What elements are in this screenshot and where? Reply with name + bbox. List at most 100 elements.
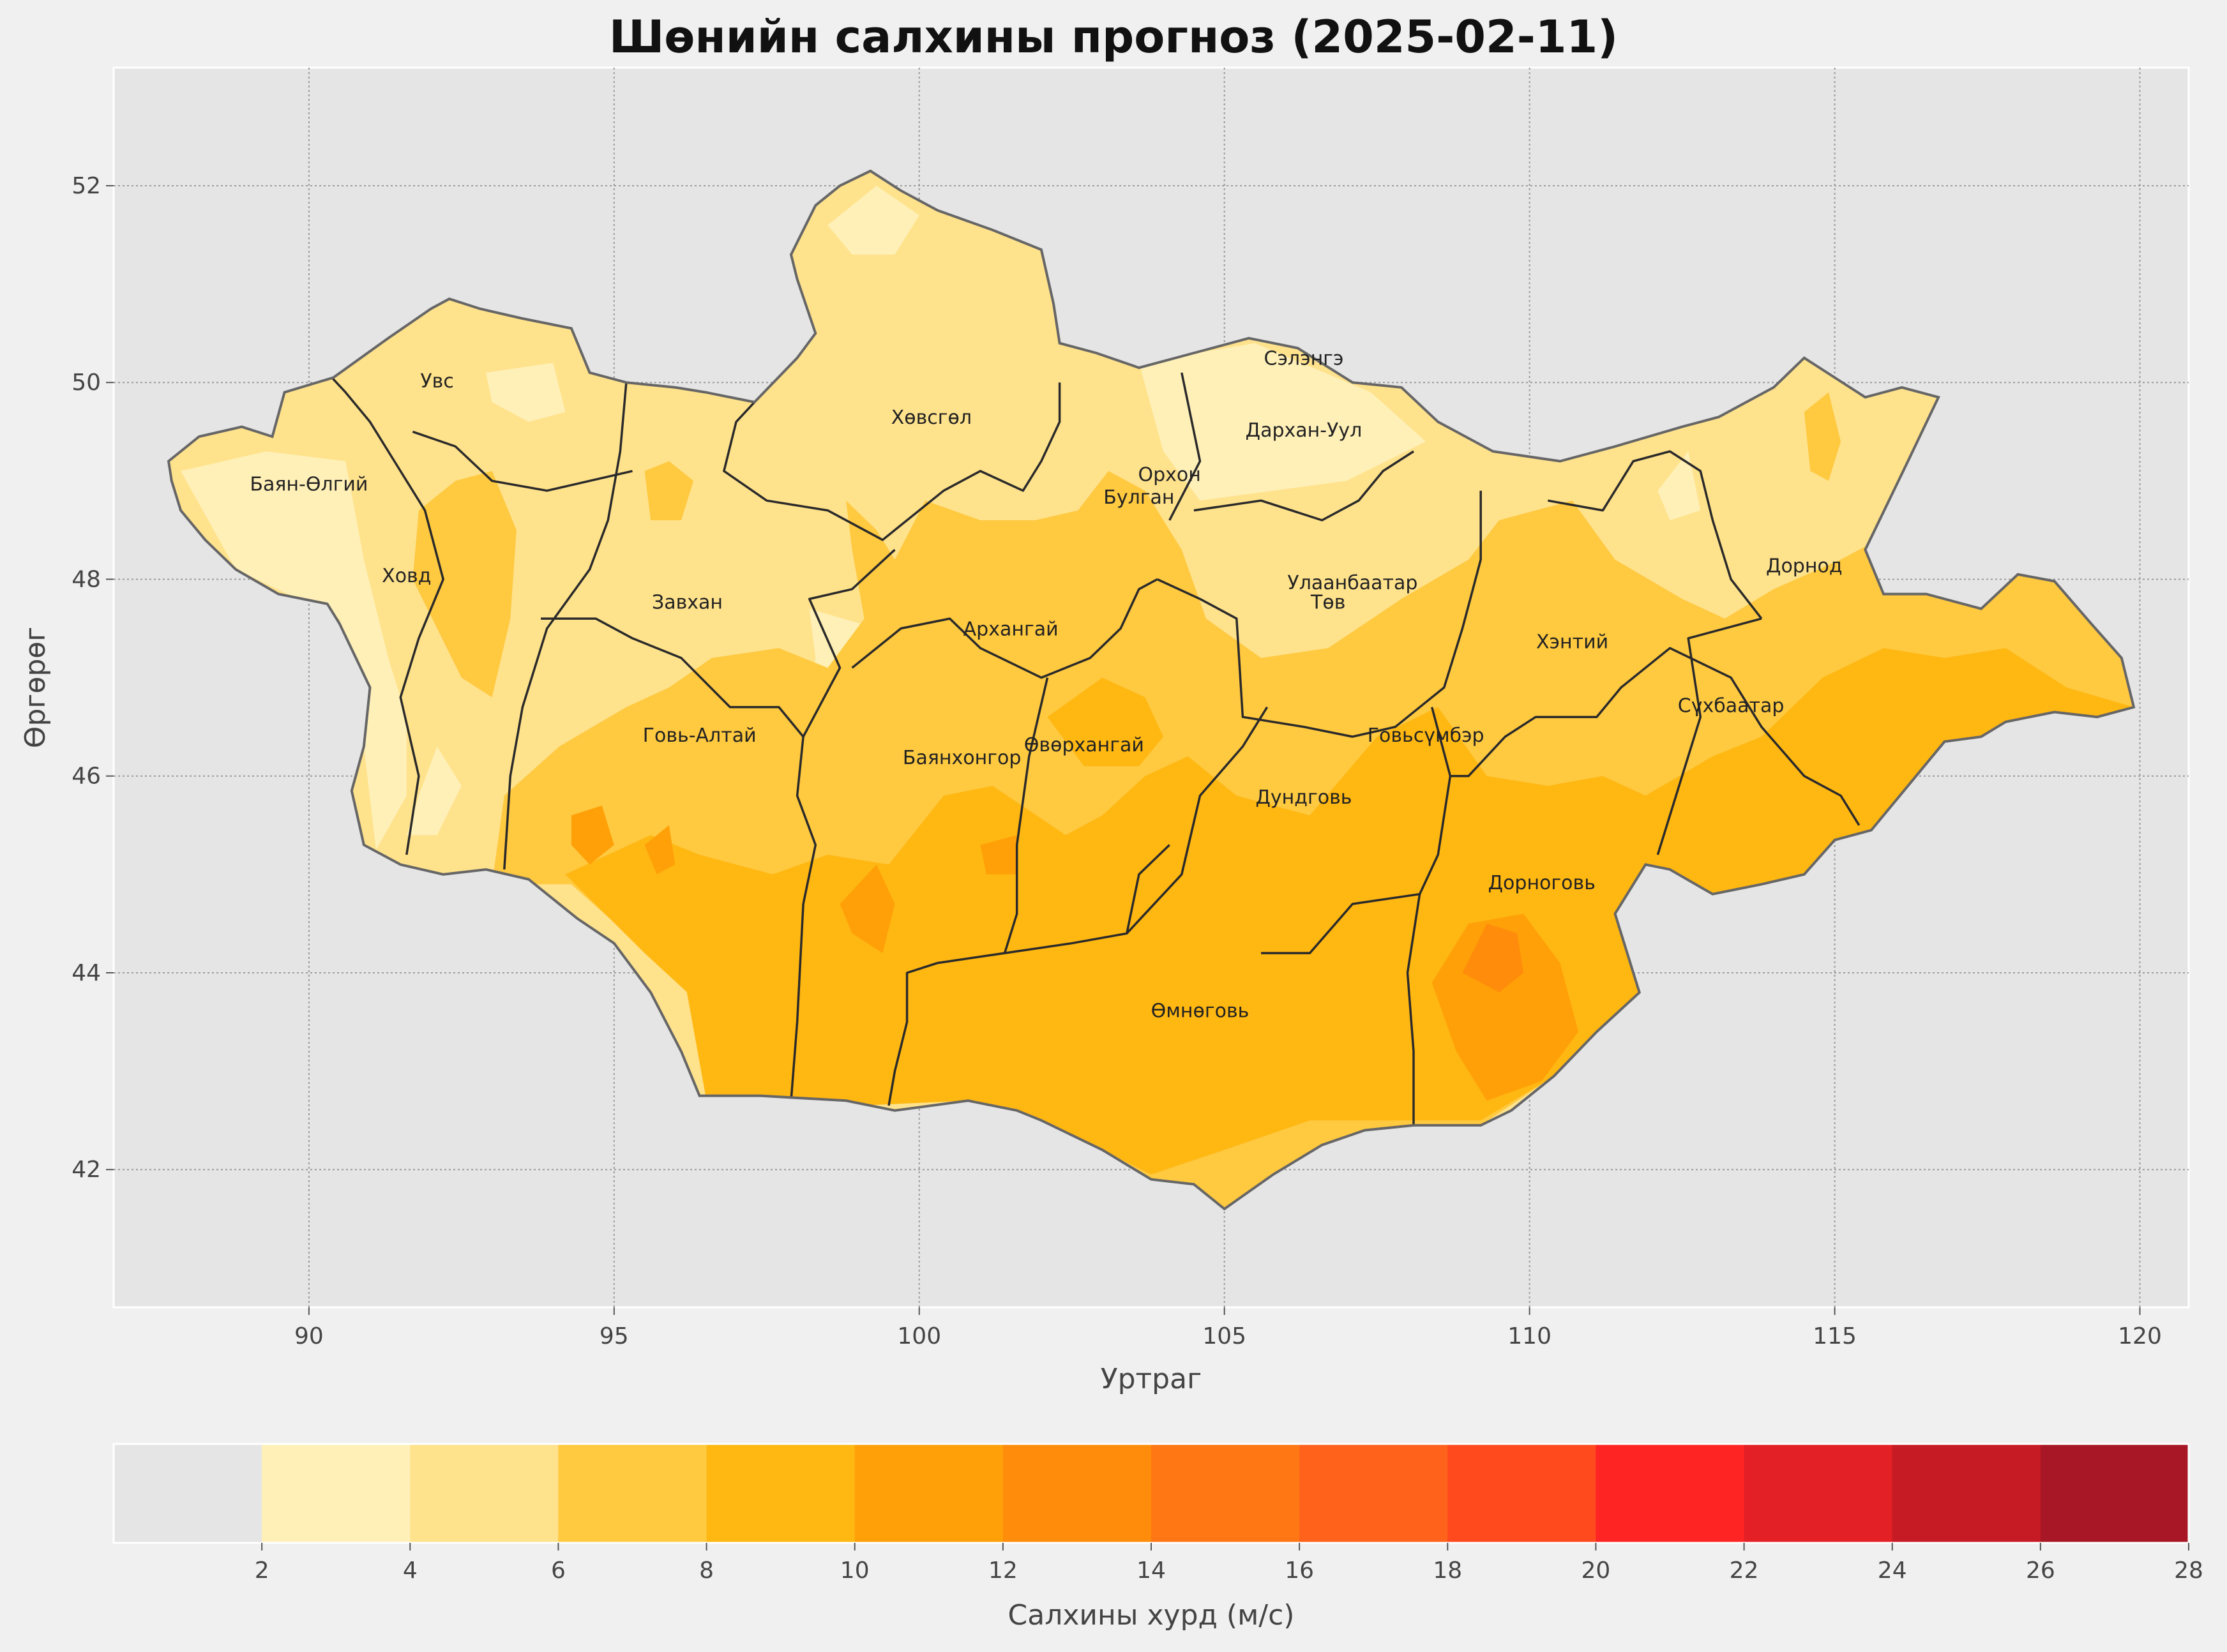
colorbar-tick-label: 24	[1878, 1558, 1907, 1584]
wind-speed-zone	[486, 363, 566, 422]
wind-speed-zone	[1047, 677, 1164, 767]
mongolia-outline	[167, 169, 2136, 1211]
colorbar-segment	[854, 1444, 1004, 1543]
colorbar-tick-label: 18	[1433, 1558, 1462, 1584]
wind-speed-zone	[181, 451, 407, 850]
colorbar-tick-label: 6	[551, 1558, 566, 1584]
colorbar-segment	[410, 1444, 559, 1543]
colorbar-tick-label: 16	[1285, 1558, 1314, 1584]
colorbar-segment	[1447, 1444, 1597, 1543]
province-border	[326, 372, 444, 855]
colorbar-tick-label: 22	[1730, 1558, 1759, 1584]
x-axis-label: Уртраг	[1101, 1363, 1202, 1395]
province-label: Дундговь	[1255, 786, 1352, 809]
province-borders	[326, 372, 1861, 1125]
wind-speed-zone	[980, 835, 1017, 875]
colorbar: 2 4 6 8 10 12 14 16 18 20 22 24 26 28	[112, 1443, 2203, 1584]
x-tick-label: 105	[1202, 1323, 1246, 1349]
province-border	[1156, 490, 1482, 738]
colorbar-segment	[1596, 1444, 1745, 1543]
province-label: Улаанбаатар	[1287, 572, 1417, 594]
province-label: Хэнтий	[1536, 631, 1608, 653]
colorbar-tick-label: 28	[2174, 1558, 2203, 1584]
x-tick-label: 100	[897, 1323, 941, 1349]
province-label: Өвөрхангай	[1024, 734, 1144, 756]
colorbar-segment	[262, 1444, 411, 1543]
province-border	[1193, 450, 1414, 522]
wind-speed-zone	[406, 746, 462, 836]
colorbar-tick-label: 12	[988, 1558, 1018, 1584]
province-border	[887, 677, 1049, 1106]
colorbar-segment	[1299, 1444, 1448, 1543]
wind-speed-zone	[827, 186, 919, 255]
province-label: Завхан	[652, 592, 723, 614]
wind-speed-zone	[1431, 913, 1579, 1101]
colorbar-segment	[1002, 1444, 1152, 1543]
province-label: Дорнод	[1766, 555, 1843, 578]
province-label: Говь-Алтай	[643, 725, 757, 747]
province-border	[1450, 647, 1861, 826]
x-tick-label: 110	[1507, 1323, 1551, 1349]
province-border	[1168, 372, 1202, 521]
province-label: Өмнөговь	[1151, 1000, 1249, 1022]
wind-speed-zone	[644, 825, 676, 875]
province-label: Дархан-Уул	[1246, 419, 1363, 442]
province-border	[1004, 706, 1269, 954]
colorbar-label: Салхины хурд (м/с)	[1008, 1599, 1295, 1632]
province-label: Увс	[420, 370, 453, 393]
colorbar-segment	[1892, 1444, 2041, 1543]
colorbar-segment	[706, 1444, 856, 1543]
province-label: Архангай	[963, 618, 1059, 640]
wind-speed-zone	[840, 864, 895, 954]
wind-speed-zone	[412, 470, 517, 698]
province-label: Хөвсгөл	[891, 407, 972, 429]
colorbar-tick-label: 20	[1582, 1558, 1611, 1584]
province-label: Баян-Өлгий	[250, 474, 368, 496]
colorbar-tick-label: 4	[403, 1558, 418, 1584]
wind-speed-zone	[565, 648, 2134, 1175]
colorbar-tick-label: 10	[840, 1558, 870, 1584]
y-tick-label: 46	[72, 763, 101, 790]
province-border	[412, 430, 633, 492]
wind-speed-zone	[1804, 392, 1841, 481]
province-labels: Увс Баян-Өлгий Ховд Завхан Хөвсгөл Сэлэнгэ Дар…	[250, 347, 1842, 1022]
x-axis-ticks: 90 95 100 105 110 115 120	[294, 1307, 2162, 1349]
y-tick-label: 52	[72, 173, 101, 199]
colorbar-segment	[558, 1444, 707, 1543]
province-border	[541, 617, 817, 1101]
colorbar-segment	[114, 1444, 262, 1543]
y-axis-ticks: 42 44 46 48 50 52	[72, 173, 114, 1183]
y-tick-label: 42	[72, 1157, 101, 1183]
province-label: Дорноговь	[1488, 872, 1596, 894]
colorbar-segment	[1151, 1444, 1300, 1543]
province-border	[1406, 894, 1421, 1125]
wind-speed-contours	[181, 186, 2134, 1209]
wind-speed-zone	[571, 806, 614, 865]
wind-speed-zone	[644, 461, 694, 520]
province-border	[1126, 844, 1170, 934]
y-tick-label: 44	[72, 960, 101, 986]
province-label: Сүхбаатар	[1678, 695, 1785, 717]
province-border	[1656, 617, 1762, 855]
province-border	[802, 548, 896, 737]
province-label: Ховд	[382, 565, 431, 587]
wind-speed-zone	[1462, 923, 1524, 993]
y-tick-label: 48	[72, 566, 101, 592]
province-label: Баянхонгор	[903, 747, 1022, 769]
colorbar-segment	[2040, 1444, 2189, 1543]
wind-speed-zone	[1657, 451, 1701, 520]
province-border	[851, 578, 1158, 679]
x-tick-label: 90	[294, 1323, 324, 1349]
colorbar-tick-label: 14	[1136, 1558, 1166, 1584]
colorbar-tick-label: 2	[255, 1558, 269, 1584]
x-tick-label: 95	[600, 1323, 629, 1349]
y-tick-label: 50	[72, 370, 101, 396]
province-label: Говьсүмбэр	[1368, 725, 1484, 747]
province-border	[503, 382, 628, 870]
colorbar-segment	[1744, 1444, 1893, 1543]
figure-title: Шөнийн салхины прогноз (2025-02-11)	[609, 11, 1618, 63]
province-border	[1547, 450, 1763, 620]
y-axis-label: Өргөрөг	[19, 627, 52, 749]
province-label: Орхон	[1138, 463, 1200, 486]
